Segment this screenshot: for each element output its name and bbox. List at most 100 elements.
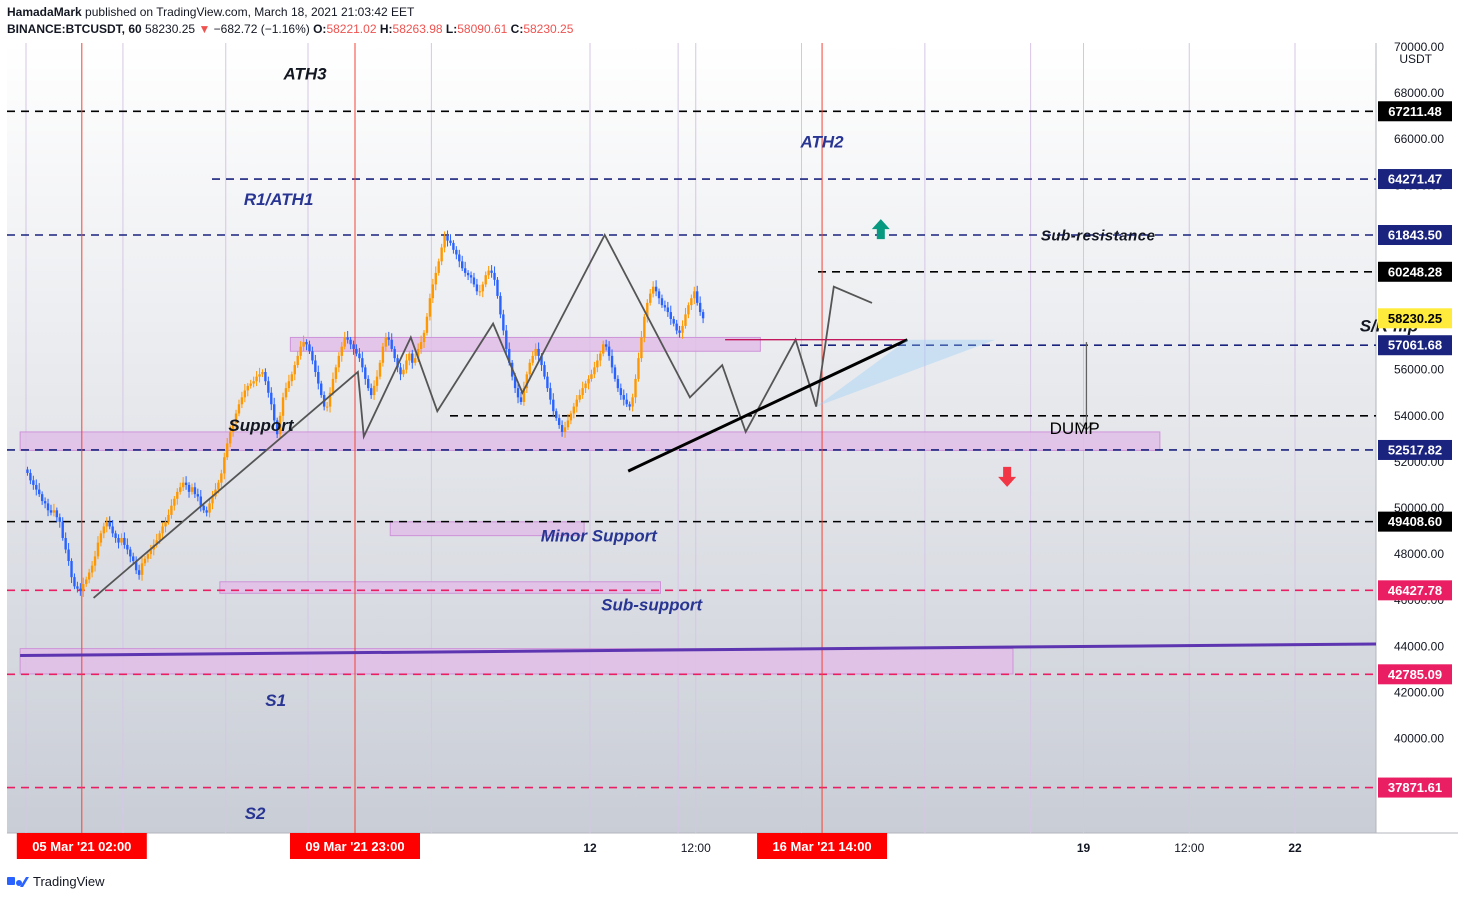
author-name[interactable]: HamadaMark bbox=[7, 5, 82, 19]
candle-body bbox=[402, 369, 405, 375]
candle-body bbox=[64, 537, 67, 550]
x-tick-label: 12:00 bbox=[1174, 841, 1204, 855]
candle-body bbox=[161, 526, 164, 534]
candle-body bbox=[637, 358, 640, 379]
triangle-shaded-area bbox=[816, 339, 996, 407]
candle-body bbox=[40, 494, 44, 502]
candle-body bbox=[35, 484, 38, 490]
candle-body bbox=[602, 344, 605, 354]
candle-body bbox=[452, 242, 455, 250]
candle-body bbox=[469, 275, 473, 278]
candle-body bbox=[693, 291, 696, 299]
candle-body bbox=[422, 332, 426, 343]
candle-body bbox=[208, 503, 211, 513]
candle-body bbox=[120, 537, 123, 543]
candle-body bbox=[328, 392, 332, 407]
candle-body bbox=[355, 348, 358, 354]
candle-body bbox=[643, 316, 646, 338]
price-label-text: 42785.09 bbox=[1388, 667, 1442, 682]
candle-body bbox=[672, 318, 675, 324]
candle-body bbox=[396, 358, 399, 368]
candle-body bbox=[634, 378, 637, 398]
candle-body bbox=[701, 312, 705, 319]
candle-body bbox=[461, 261, 464, 269]
candle-body bbox=[472, 277, 476, 285]
candle-body bbox=[384, 337, 388, 347]
candle-body bbox=[587, 378, 590, 384]
candle-body bbox=[61, 521, 64, 538]
time-marker-label: 16 Mar '21 14:00 bbox=[772, 839, 871, 854]
candle-body bbox=[293, 365, 296, 375]
candle-body bbox=[669, 312, 672, 319]
candle-body bbox=[114, 533, 117, 538]
candle-body bbox=[358, 353, 361, 359]
candle-body bbox=[290, 374, 294, 382]
candle-body bbox=[129, 549, 132, 557]
candle-body bbox=[26, 469, 29, 473]
candle-body bbox=[317, 372, 320, 384]
tradingview-logo[interactable]: TradingView bbox=[7, 874, 105, 889]
price-label-text: 61843.50 bbox=[1388, 228, 1442, 243]
candle-body bbox=[261, 372, 264, 375]
candle-body bbox=[684, 314, 687, 326]
y-tick-label: 44000.00 bbox=[1394, 639, 1444, 653]
symbol-label[interactable]: BINANCE:BTCUSDT, 60 bbox=[7, 22, 142, 36]
time-axis-background bbox=[7, 833, 1458, 864]
ohlc-legend: BINANCE:BTCUSDT, 60 58230.25 ▼ −682.72 (… bbox=[7, 22, 573, 36]
candle-body bbox=[443, 236, 446, 248]
candle-body bbox=[584, 383, 587, 389]
annotation-label: S2 bbox=[245, 804, 266, 823]
candle-body bbox=[593, 367, 596, 375]
candle-body bbox=[649, 293, 652, 303]
candle-body bbox=[231, 422, 235, 432]
candle-body bbox=[173, 498, 176, 506]
price-change: −682.72 (−1.16%) bbox=[213, 22, 310, 36]
candle-body bbox=[502, 314, 505, 331]
candle-body bbox=[528, 362, 531, 375]
candle-body bbox=[631, 397, 634, 407]
price-label-text: 57061.68 bbox=[1388, 338, 1442, 353]
candle-body bbox=[596, 360, 599, 368]
candle-body bbox=[408, 353, 411, 361]
candle-body bbox=[367, 378, 370, 389]
candle-body bbox=[449, 240, 452, 243]
price-label-text: 64271.47 bbox=[1388, 172, 1442, 187]
candle-body bbox=[117, 537, 120, 543]
candle-body bbox=[625, 399, 628, 405]
candle-body bbox=[167, 514, 170, 522]
candle-body bbox=[205, 510, 208, 513]
candle-body bbox=[616, 378, 620, 389]
candle-body bbox=[343, 337, 346, 347]
price-axis-background bbox=[1376, 43, 1458, 833]
candle-body bbox=[411, 353, 414, 363]
s1-trendline bbox=[20, 642, 1377, 657]
candle-body bbox=[552, 399, 555, 412]
candle-body bbox=[46, 503, 50, 511]
candle-body bbox=[352, 344, 355, 349]
candle-body bbox=[549, 388, 552, 400]
candle-body bbox=[211, 496, 214, 504]
candle-body bbox=[487, 270, 490, 276]
candle-body bbox=[619, 388, 623, 396]
candle-body bbox=[622, 395, 625, 400]
close-value: 58230.25 bbox=[523, 22, 574, 36]
candle-body bbox=[499, 295, 502, 315]
last-price: 58230.25 bbox=[145, 22, 196, 36]
time-marker-label: 09 Mar '21 23:00 bbox=[305, 839, 404, 854]
candle-body bbox=[76, 586, 79, 589]
candle-body bbox=[425, 316, 429, 333]
y-tick-label: 70000.00 bbox=[1394, 40, 1444, 54]
candle-body bbox=[657, 291, 661, 299]
x-tick-label: 22 bbox=[1288, 841, 1302, 855]
candle-body bbox=[508, 348, 511, 363]
candle-body bbox=[546, 376, 549, 389]
time-marker-box bbox=[757, 833, 888, 859]
candle-body bbox=[199, 496, 202, 506]
candle-body bbox=[158, 533, 161, 541]
candle-body bbox=[240, 397, 244, 405]
candle-body bbox=[270, 392, 273, 405]
candle-body bbox=[590, 374, 593, 379]
candle-body bbox=[390, 339, 393, 349]
candle-body bbox=[140, 563, 144, 575]
